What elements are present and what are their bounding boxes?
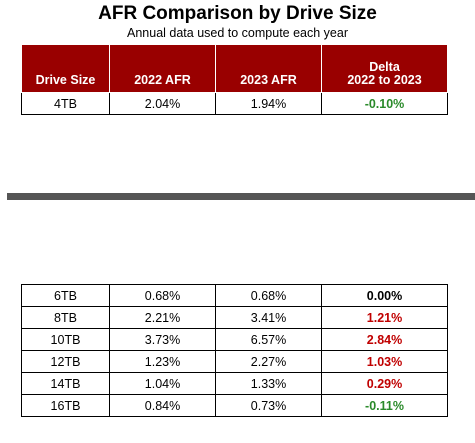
cell-2022-afr: 0.84% — [109, 394, 216, 417]
cell-delta: 1.03% — [321, 350, 448, 373]
table-row: 4TB 2.04% 1.94% -0.10% — [21, 92, 448, 115]
header-2022-afr: 2022 AFR — [109, 45, 216, 93]
page-title: AFR Comparison by Drive Size — [98, 3, 377, 24]
table-row: 8TB 2.21% 3.41% 1.21% — [21, 306, 448, 329]
cell-delta: 0.29% — [321, 372, 448, 395]
cell-drive-size: 16TB — [21, 394, 110, 417]
cell-2022-afr: 3.73% — [109, 328, 216, 351]
section-divider — [7, 193, 475, 200]
cell-2023-afr: 3.41% — [215, 306, 322, 329]
cell-delta: -0.10% — [321, 92, 448, 115]
cell-2022-afr: 1.04% — [109, 372, 216, 395]
cell-2023-afr: 6.57% — [215, 328, 322, 351]
page-subtitle: Annual data used to compute each year — [127, 26, 348, 40]
cell-drive-size: 10TB — [21, 328, 110, 351]
cell-drive-size: 8TB — [21, 306, 110, 329]
cell-drive-size: 12TB — [21, 350, 110, 373]
header-delta-line2: 2022 to 2023 — [347, 73, 422, 88]
cell-delta: -0.11% — [321, 394, 448, 417]
cell-2022-afr: 2.21% — [109, 306, 216, 329]
cell-drive-size: 6TB — [21, 284, 110, 307]
cell-drive-size: 14TB — [21, 372, 110, 395]
cell-delta: 2.84% — [321, 328, 448, 351]
table-row: 14TB 1.04% 1.33% 0.29% — [21, 372, 448, 395]
cell-drive-size: 4TB — [21, 92, 110, 115]
header-2023-afr: 2023 AFR — [215, 45, 322, 93]
header-drive-size: Drive Size — [21, 45, 110, 93]
cell-2022-afr: 2.04% — [109, 92, 216, 115]
cell-delta: 0.00% — [321, 284, 448, 307]
table-row: 16TB 0.84% 0.73% -0.11% — [21, 394, 448, 417]
cell-delta: 1.21% — [321, 306, 448, 329]
cell-2022-afr: 1.23% — [109, 350, 216, 373]
table-row: 12TB 1.23% 2.27% 1.03% — [21, 350, 448, 373]
cell-2023-afr: 2.27% — [215, 350, 322, 373]
cell-2023-afr: 0.68% — [215, 284, 322, 307]
cell-2022-afr: 0.68% — [109, 284, 216, 307]
table-row: 6TB 0.68% 0.68% 0.00% — [21, 284, 448, 307]
cell-2023-afr: 1.94% — [215, 92, 322, 115]
header-row: Drive Size 2022 AFR 2023 AFR Delta 2022 … — [21, 45, 448, 93]
cell-2023-afr: 1.33% — [215, 372, 322, 395]
header-delta: Delta 2022 to 2023 — [321, 45, 448, 93]
afr-table-top: Drive Size 2022 AFR 2023 AFR Delta 2022 … — [21, 45, 448, 115]
afr-table-bottom: 6TB 0.68% 0.68% 0.00% 8TB 2.21% 3.41% 1.21% 10TB… — [21, 284, 448, 417]
cell-2023-afr: 0.73% — [215, 394, 322, 417]
header-delta-line1: Delta — [369, 59, 400, 74]
table-row: 10TB 3.73% 6.57% 2.84% — [21, 328, 448, 351]
